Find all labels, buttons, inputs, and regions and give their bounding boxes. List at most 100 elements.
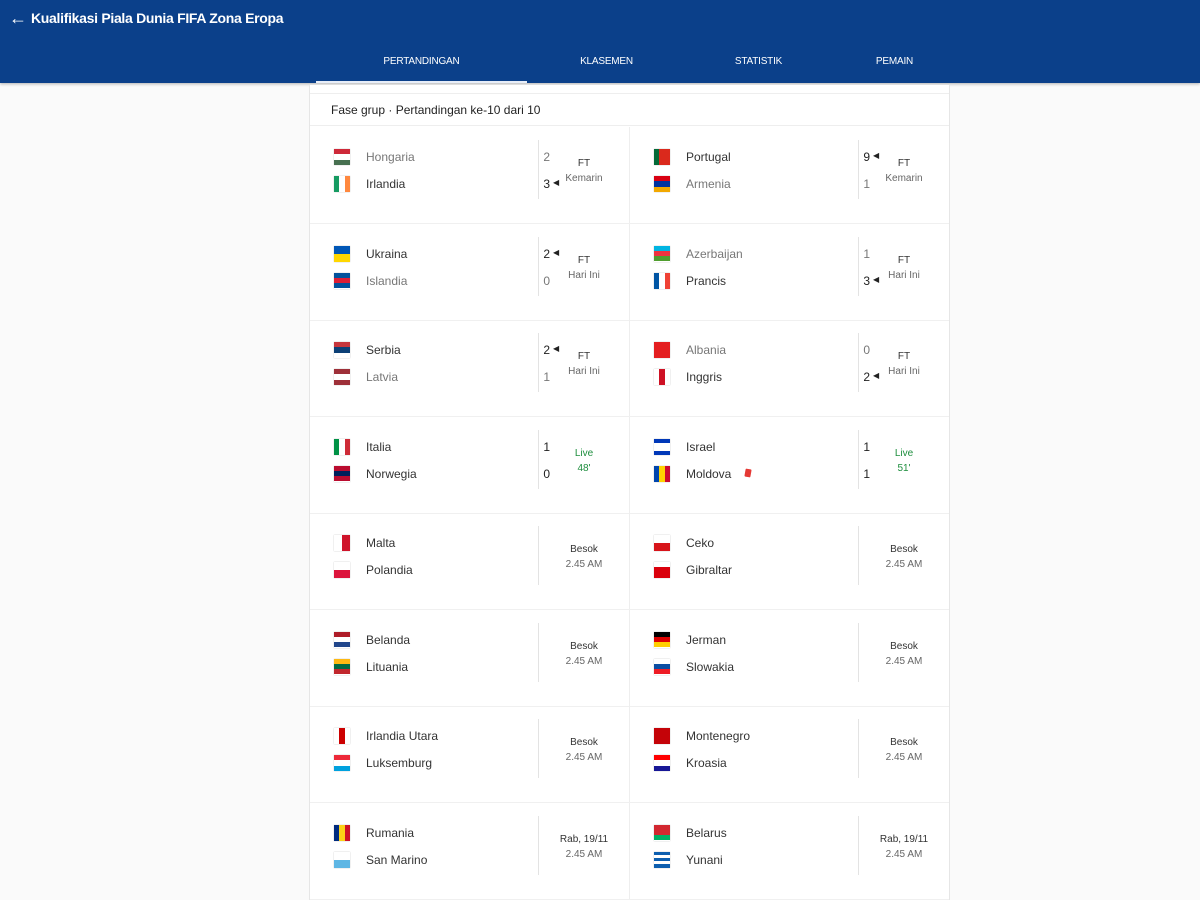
- match-row: Hongaria 2 Irlandia 3 ◀ FT Kemarin Portugal 9 ◀ Ar…: [310, 127, 949, 224]
- team-name: Rumania: [366, 825, 415, 840]
- team-score: 2: [543, 246, 550, 261]
- phase-label: Fase grup · Pertandingan ke-10 dari 10: [331, 103, 541, 117]
- tab-label: STATISTIK: [734, 56, 783, 67]
- match-card[interactable]: Belarus Yunani Rab, 19/11 2.45 AM: [629, 802, 949, 899]
- team-score: 1: [863, 177, 870, 191]
- flag-icon: [334, 369, 350, 385]
- team-score: 0: [543, 273, 550, 288]
- match-card[interactable]: Ukraina 2 ◀ Islandia 0 FT Hari Ini: [310, 224, 629, 320]
- flag-icon: [654, 562, 670, 578]
- team-name: Prancis: [686, 273, 727, 288]
- page-title: Kualifikasi Piala Dunia FIFA Zona Eropa: [31, 10, 284, 26]
- match-card[interactable]: Rumania San Marino Rab, 19/11 2.45 AM: [310, 803, 629, 899]
- team-away: Moldova 1: [654, 465, 870, 483]
- team-name: Irlandia: [366, 177, 406, 191]
- divider: [310, 93, 949, 94]
- divider: [538, 236, 539, 296]
- match-status: Besok 2.45 AM: [859, 542, 949, 572]
- flag-icon: [654, 149, 670, 165]
- flag-icon: [334, 631, 350, 648]
- match-card[interactable]: Montenegro Kroasia Besok 2.45 AM: [629, 706, 949, 802]
- divider: [858, 333, 859, 392]
- status-line-1: FT: [897, 158, 911, 169]
- team-name: Azerbaijan: [686, 246, 743, 261]
- match-row: Irlandia Utara Luksemburg Besok 2.45 AM Mont…: [310, 706, 949, 803]
- match-card[interactable]: Irlandia Utara Luksemburg Besok 2.45 AM: [310, 706, 629, 802]
- tab-pertandingan[interactable]: PERTANDINGAN: [316, 56, 527, 83]
- arrow-left-icon[interactable]: ←: [9, 8, 27, 28]
- team-score: 1: [863, 246, 870, 261]
- team-name: Norwegia: [366, 466, 417, 481]
- team-score: 2: [543, 343, 550, 357]
- flag-icon: [334, 465, 350, 482]
- status-line-2: 2.45 AM: [885, 752, 923, 763]
- flag-icon: [334, 438, 350, 455]
- flag-icon: [334, 272, 350, 289]
- team-name: Ceko: [686, 536, 715, 550]
- team-name: Malta: [366, 536, 396, 550]
- status-line-1: Besok: [570, 544, 598, 555]
- status-line-1: FT: [897, 254, 911, 266]
- status-line-2: Hari Ini: [888, 269, 920, 281]
- winner-arrow-icon: ◀: [873, 274, 880, 284]
- flag-icon: [654, 728, 670, 744]
- match-row: Belanda Lituania Besok 2.45 AM Jerman Slowaki…: [310, 609, 949, 707]
- flag-icon: [654, 658, 670, 675]
- team-name: Luksemburg: [366, 756, 433, 770]
- divider: [538, 333, 539, 392]
- match-card[interactable]: Jerman Slowakia Besok 2.45 AM: [629, 609, 949, 706]
- status-line-1: FT: [577, 254, 591, 266]
- team-away: Islandia 0: [334, 272, 550, 290]
- team-home: Hongaria 2: [334, 148, 550, 166]
- team-away: Irlandia 3 ◀: [334, 175, 559, 193]
- match-status: Besok 2.45 AM: [539, 639, 629, 669]
- team-name: Islandia: [366, 273, 408, 288]
- match-status: FT Kemarin: [539, 156, 629, 186]
- status-line-2: 2.45 AM: [565, 848, 603, 860]
- flag-icon: [654, 438, 670, 455]
- flag-icon: [654, 176, 670, 192]
- winner-arrow-icon: ◀: [873, 151, 880, 160]
- flag-icon: [654, 465, 670, 482]
- team-home: Ceko: [654, 534, 854, 552]
- team-score: 2: [863, 370, 870, 384]
- team-name: Moldova: [686, 466, 732, 481]
- status-line-2: Hari Ini: [568, 366, 600, 377]
- status-line-1: Besok: [570, 640, 598, 652]
- status-line-1: Besok: [570, 737, 598, 748]
- match-card[interactable]: Malta Polandia Besok 2.45 AM: [310, 513, 629, 609]
- match-card[interactable]: Serbia 2 ◀ Latvia 1 FT Hari Ini: [310, 320, 629, 416]
- match-card[interactable]: Azerbaijan 1 Prancis 3 ◀ FT Hari Ini: [629, 223, 949, 320]
- flag-icon: [654, 245, 670, 262]
- match-row: Italia 1 Norwegia 0 Live 48' Israel 1 Moldova 1 Li…: [310, 416, 949, 514]
- match-card[interactable]: Albania 0 Inggris 2 ◀ FT Hari Ini: [629, 320, 949, 416]
- match-card[interactable]: Italia 1 Norwegia 0 Live 48': [310, 417, 629, 513]
- divider: [310, 125, 949, 126]
- status-line-2: 2.45 AM: [565, 752, 603, 763]
- team-name: Lituania: [366, 659, 409, 674]
- match-status: Besok 2.45 AM: [859, 639, 949, 669]
- tab-statistik[interactable]: STATISTIK: [653, 56, 864, 83]
- match-card[interactable]: Ceko Gibraltar Besok 2.45 AM: [629, 513, 949, 609]
- match-status: Rab, 19/11 2.45 AM: [539, 832, 629, 862]
- match-row: Serbia 2 ◀ Latvia 1 FT Hari Ini Albania 0 Inggris…: [310, 320, 949, 417]
- match-card[interactable]: Belanda Lituania Besok 2.45 AM: [310, 610, 629, 706]
- tab-klasemen[interactable]: KLASEMEN: [501, 56, 712, 83]
- status-line-2: Hari Ini: [888, 366, 920, 377]
- match-card[interactable]: Hongaria 2 Irlandia 3 ◀ FT Kemarin: [310, 127, 629, 223]
- flag-icon: [334, 176, 350, 192]
- match-card[interactable]: Israel 1 Moldova 1 Live 51': [629, 416, 949, 513]
- team-away: Kroasia: [654, 754, 854, 772]
- team-name: Slowakia: [686, 659, 735, 674]
- tab-pemain[interactable]: PEMAIN: [789, 56, 1000, 83]
- divider: [538, 429, 539, 489]
- flag-icon: [334, 728, 350, 744]
- team-score: 2: [543, 150, 550, 164]
- team-home: Malta: [334, 534, 534, 552]
- flag-icon: [654, 851, 670, 868]
- team-away: Lituania: [334, 658, 534, 676]
- divider: [858, 140, 859, 199]
- divider: [538, 719, 539, 778]
- match-card[interactable]: Portugal 9 ◀ Armenia 1 FT Kemarin: [629, 127, 949, 223]
- team-score: 3: [543, 177, 550, 191]
